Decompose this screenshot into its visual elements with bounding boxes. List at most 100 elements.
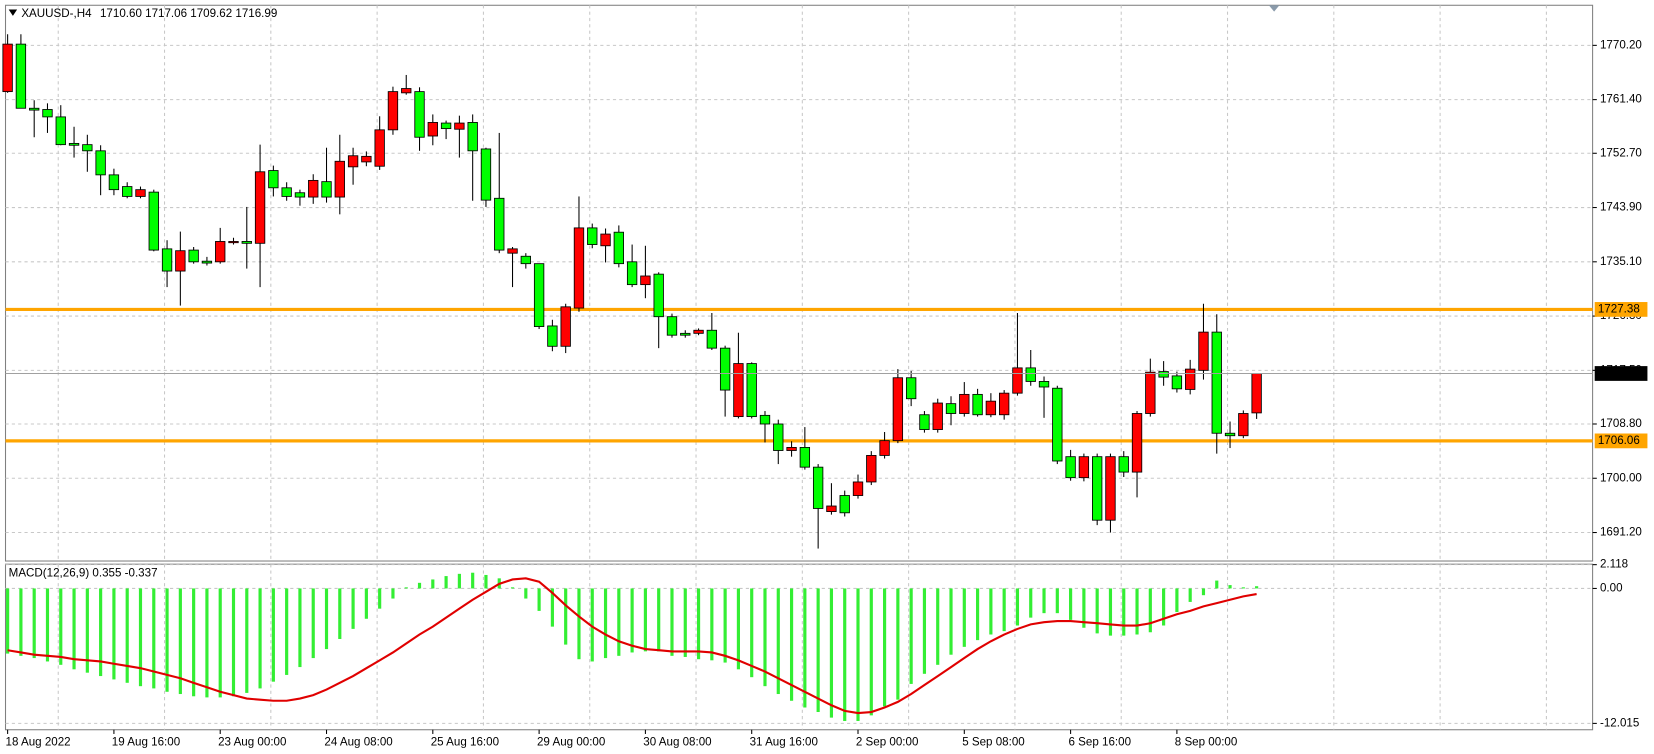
macd-bar <box>1015 588 1020 626</box>
macd-bar <box>976 588 980 641</box>
candle-body <box>175 250 186 272</box>
macd-bar <box>1162 588 1166 626</box>
shift-marker <box>1268 5 1280 12</box>
candle-body <box>1185 368 1196 390</box>
candle-body <box>866 455 877 483</box>
candle-body <box>1198 331 1209 371</box>
candle-body <box>15 43 27 109</box>
macd-bar <box>1201 588 1206 596</box>
macd-bar <box>856 588 860 721</box>
candle-body <box>693 329 704 334</box>
candle-body <box>122 186 133 197</box>
x-tick-label: 19 Aug 16:00 <box>112 735 180 748</box>
macd-bar <box>1108 588 1113 636</box>
macd-bar <box>391 588 395 599</box>
macd-bar <box>577 588 581 660</box>
candle-body <box>972 393 983 416</box>
candle-body <box>998 392 1010 416</box>
candle-body <box>945 403 957 414</box>
macd-bar <box>537 588 541 611</box>
macd-bar <box>484 574 488 589</box>
x-tick-label: 5 Sep 08:00 <box>962 735 1025 748</box>
macd-bar <box>298 588 302 668</box>
y-tick-label: 1691.20 <box>1600 526 1642 539</box>
candle-body <box>1224 432 1236 437</box>
macd-bar <box>750 588 754 678</box>
candle-body <box>560 306 571 347</box>
candle-body <box>959 393 970 414</box>
candle-body <box>547 325 558 347</box>
macd-bar <box>364 588 368 619</box>
candle-body <box>680 332 691 336</box>
macd-bar <box>271 588 275 682</box>
macd-bar <box>112 588 116 680</box>
macd-bar <box>258 588 262 689</box>
macd-bar <box>444 576 448 589</box>
macd-bar <box>205 588 209 698</box>
candle-body <box>919 414 930 430</box>
y-tick-label: 1735.10 <box>1600 255 1642 268</box>
candle-body <box>773 423 784 451</box>
candle-body <box>1078 456 1090 479</box>
macd-bar <box>1255 586 1259 589</box>
last-price-box <box>1594 366 1648 381</box>
candle-body <box>414 91 425 138</box>
candle-body <box>932 402 943 430</box>
macd-bar <box>45 588 50 662</box>
macd-bar <box>896 588 900 700</box>
macd-bar <box>417 582 422 589</box>
macd-bar <box>843 588 847 721</box>
macd-bar <box>1055 588 1059 614</box>
macd-bar <box>85 588 89 673</box>
candle-body <box>852 481 864 496</box>
candle-body <box>361 155 372 163</box>
y-tick-label: 1700.00 <box>1600 471 1642 484</box>
candle-body <box>321 181 332 198</box>
candle-body <box>135 189 146 197</box>
candle-body <box>55 116 66 146</box>
macd-bar <box>989 588 993 635</box>
macd-bar <box>524 588 528 599</box>
candle-body <box>68 142 80 146</box>
macd-bar <box>152 588 156 689</box>
candle-body <box>347 155 359 168</box>
macd-bar <box>1042 588 1046 614</box>
candle-body <box>1238 413 1249 437</box>
candle-body <box>839 495 850 514</box>
macd-bar <box>245 588 249 693</box>
candle-body <box>188 249 199 263</box>
candle-body <box>706 329 718 349</box>
candle-body <box>1025 367 1036 382</box>
x-tick-label: 25 Aug 16:00 <box>431 735 499 748</box>
candle-body <box>1211 331 1222 434</box>
candle-body <box>440 122 452 130</box>
signal-line <box>7 577 1257 715</box>
candle-body <box>786 447 797 451</box>
macd-bar <box>1135 588 1139 635</box>
macd-bar <box>32 588 36 659</box>
candle-body <box>1158 371 1169 378</box>
macd-bar <box>6 588 10 654</box>
candle-body <box>268 170 279 189</box>
macd-bar <box>829 588 834 718</box>
candle-body <box>308 179 319 198</box>
macd-bar <box>643 588 647 652</box>
menu-triangle[interactable] <box>8 9 18 16</box>
macd-bar <box>178 588 182 695</box>
level-label: 1706.06 <box>1598 434 1640 447</box>
macd-bar <box>218 588 222 698</box>
candle-body <box>613 231 624 265</box>
candle-body <box>1105 456 1116 521</box>
macd-bar <box>922 588 927 674</box>
candle-body <box>480 148 492 201</box>
candle-body <box>334 160 345 198</box>
macd-bar <box>510 587 515 589</box>
macd-bar <box>776 588 780 695</box>
macd-bar <box>1188 588 1192 602</box>
macd-bar <box>404 587 408 589</box>
macd-bar <box>590 588 594 662</box>
candle-body <box>666 316 678 336</box>
